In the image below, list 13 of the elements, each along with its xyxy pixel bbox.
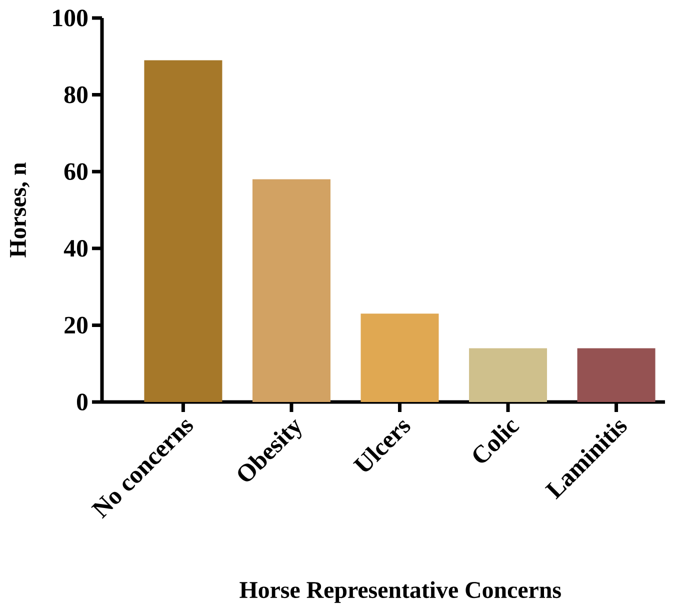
x-axis-title: Horse Representative Concerns bbox=[240, 581, 561, 603]
bar bbox=[144, 60, 222, 402]
y-tick-label: 0 bbox=[76, 394, 88, 410]
bar bbox=[252, 179, 330, 402]
bar bbox=[360, 314, 439, 402]
y-tick-label: 100 bbox=[53, 10, 88, 26]
y-tick-label: 80 bbox=[64, 86, 88, 104]
y-tick-label: 60 bbox=[64, 163, 88, 180]
y-tick-label: 40 bbox=[64, 240, 88, 257]
y-axis-title: Horses, n bbox=[10, 162, 30, 258]
y-tick-label: 20 bbox=[64, 316, 88, 334]
bar bbox=[469, 348, 548, 402]
bar bbox=[577, 348, 656, 402]
